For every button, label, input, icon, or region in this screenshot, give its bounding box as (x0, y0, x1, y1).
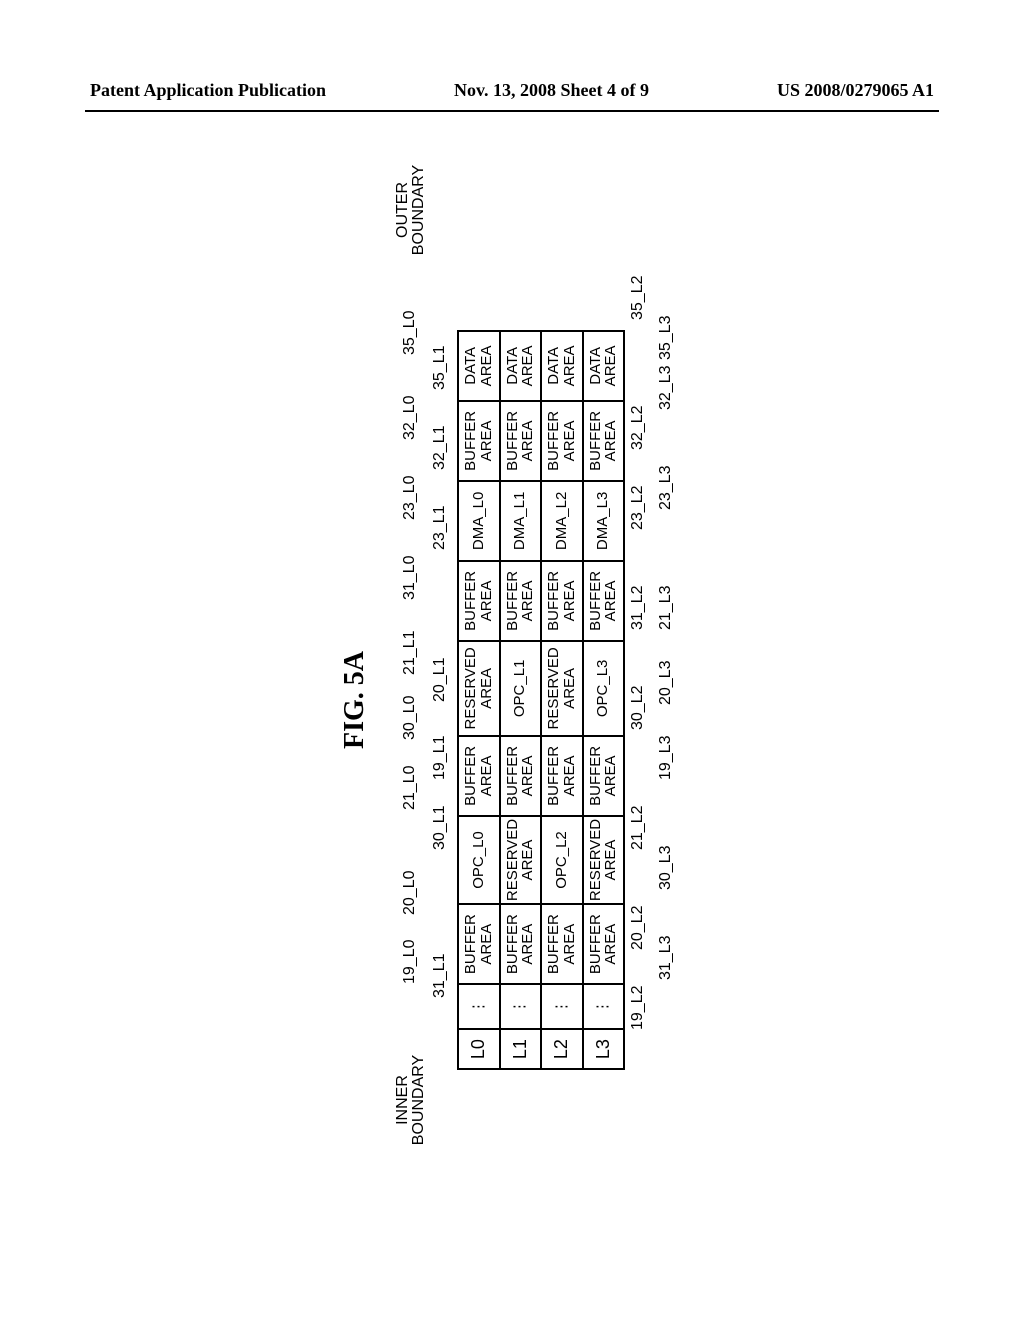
ref-30-l2: 30_L2 (629, 686, 647, 731)
ref-31-l2: 31_L2 (629, 586, 647, 631)
layer-row-l2: L2⋮BUFFERAREAOPC_L2BUFFERAREARESERVEDARE… (541, 331, 583, 1069)
layer-row-l0: L0⋮BUFFERAREAOPC_L0BUFFERAREARESERVEDARE… (458, 331, 500, 1069)
ref-35-l0: 35_L0 (401, 311, 419, 356)
bot-refs-l2: 19_L2 20_L2 21_L2 30_L2 31_L2 23_L2 32_L… (629, 150, 657, 1250)
ref-21-l0: 21_L0 (401, 766, 419, 811)
cell: OPC_L1 (500, 641, 542, 736)
bot-refs-l3: 31_L3 30_L3 19_L3 20_L3 21_L3 23_L3 32_L… (657, 150, 685, 1250)
cell: BUFFERAREA (458, 401, 500, 481)
inner-boundary-label: INNER BOUNDARY (395, 1050, 427, 1150)
layer-label: L3 (583, 1029, 625, 1069)
cell: BUFFERAREA (458, 561, 500, 641)
ref-30-l3: 30_L3 (657, 846, 675, 891)
ref-21-l3: 21_L3 (657, 586, 675, 631)
ref-32-l3: 32_L3 (657, 366, 675, 411)
header-right: US 2008/0279065 A1 (777, 80, 934, 101)
ref-21-l2: 21_L2 (629, 806, 647, 851)
cell: BUFFERAREA (500, 401, 542, 481)
layer-row-l3: L3⋮BUFFERAREARESERVEDAREABUFFERAREAOPC_L… (583, 331, 625, 1069)
cell: ⋮ (500, 984, 542, 1029)
cell: BUFFERAREA (458, 904, 500, 984)
ref-35-l3: 35_L3 (657, 316, 675, 361)
cell: DMA_L0 (458, 481, 500, 561)
cell: BUFFERAREA (583, 736, 625, 816)
layer-label: L0 (458, 1029, 500, 1069)
outer-boundary-label: OUTER BOUNDARY (395, 160, 427, 260)
cell: DMA_L1 (500, 481, 542, 561)
ref-32-l1: 32_L1 (431, 426, 449, 471)
cell: DMA_L2 (541, 481, 583, 561)
cell: BUFFERAREA (500, 561, 542, 641)
cell: RESERVEDAREA (458, 641, 500, 736)
cell: DMA_L3 (583, 481, 625, 561)
cell: BUFFERAREA (541, 736, 583, 816)
ref-35-l1: 35_L1 (431, 346, 449, 391)
cell: BUFFERAREA (541, 561, 583, 641)
ref-23-l2: 23_L2 (629, 486, 647, 531)
cell: OPC_L0 (458, 816, 500, 904)
cell: BUFFERAREA (541, 904, 583, 984)
ref-35-l2: 35_L2 (629, 276, 647, 321)
top-refs-row2: 31_L1 30_L1 19_L1 20_L1 23_L1 32_L1 35_L… (431, 150, 457, 1250)
top-refs-row1: INNER BOUNDARY 19_L0 20_L0 21_L0 30_L0 2… (401, 150, 431, 1250)
layer-label: L2 (541, 1029, 583, 1069)
ref-23-l1: 23_L1 (431, 506, 449, 551)
figure-title: FIG. 5A (339, 150, 371, 1250)
ref-32-l0: 32_L0 (401, 396, 419, 441)
ref-19-l0: 19_L0 (401, 940, 419, 985)
ref-31-l0: 31_L0 (401, 556, 419, 601)
ref-31-l3: 31_L3 (657, 936, 675, 981)
cell: ⋮ (541, 984, 583, 1029)
cell: DATAAREA (500, 331, 542, 401)
cell: ⋮ (583, 984, 625, 1029)
cell: DATAAREA (583, 331, 625, 401)
cell: DATAAREA (541, 331, 583, 401)
header-rule (85, 110, 939, 112)
header-center: Nov. 13, 2008 Sheet 4 of 9 (454, 80, 649, 101)
cell: BUFFERAREA (583, 561, 625, 641)
ref-19-l3: 19_L3 (657, 736, 675, 781)
cell: BUFFERAREA (500, 904, 542, 984)
ref-32-l2: 32_L2 (629, 406, 647, 451)
page-header: Patent Application Publication Nov. 13, … (0, 80, 1024, 101)
ref-20-l1: 20_L1 (431, 658, 449, 703)
layer-row-l1: L1⋮BUFFERAREARESERVEDAREABUFFERAREAOPC_L… (500, 331, 542, 1069)
cell: DATAAREA (458, 331, 500, 401)
cell: BUFFERAREA (583, 904, 625, 984)
layer-label: L1 (500, 1029, 542, 1069)
ref-20-l0: 20_L0 (401, 871, 419, 916)
cell: BUFFERAREA (583, 401, 625, 481)
ref-30-l1: 30_L1 (431, 806, 449, 851)
ref-30-l0: 30_L0 (401, 696, 419, 741)
cell: RESERVEDAREA (500, 816, 542, 904)
cell: ⋮ (458, 984, 500, 1029)
header-left: Patent Application Publication (90, 80, 326, 101)
layer-table: L0⋮BUFFERAREAOPC_L0BUFFERAREARESERVEDARE… (457, 330, 625, 1070)
ref-19-l1: 19_L1 (431, 736, 449, 781)
ref-31-l1: 31_L1 (431, 954, 449, 999)
cell: BUFFERAREA (458, 736, 500, 816)
ref-20-l2: 20_L2 (629, 906, 647, 951)
figure-content: FIG. 5A INNER BOUNDARY 19_L0 20_L0 21_L0… (0, 150, 1024, 1250)
figure-rotated: FIG. 5A INNER BOUNDARY 19_L0 20_L0 21_L0… (339, 150, 685, 1250)
cell: RESERVEDAREA (541, 641, 583, 736)
cell: BUFFERAREA (500, 736, 542, 816)
cell: BUFFERAREA (541, 401, 583, 481)
cell: OPC_L2 (541, 816, 583, 904)
ref-21-l1: 21_L1 (401, 631, 419, 676)
cell: RESERVEDAREA (583, 816, 625, 904)
ref-19-l2: 19_L2 (629, 986, 647, 1031)
ref-23-l0: 23_L0 (401, 476, 419, 521)
ref-23-l3: 23_L3 (657, 466, 675, 511)
ref-20-l3: 20_L3 (657, 661, 675, 706)
cell: OPC_L3 (583, 641, 625, 736)
